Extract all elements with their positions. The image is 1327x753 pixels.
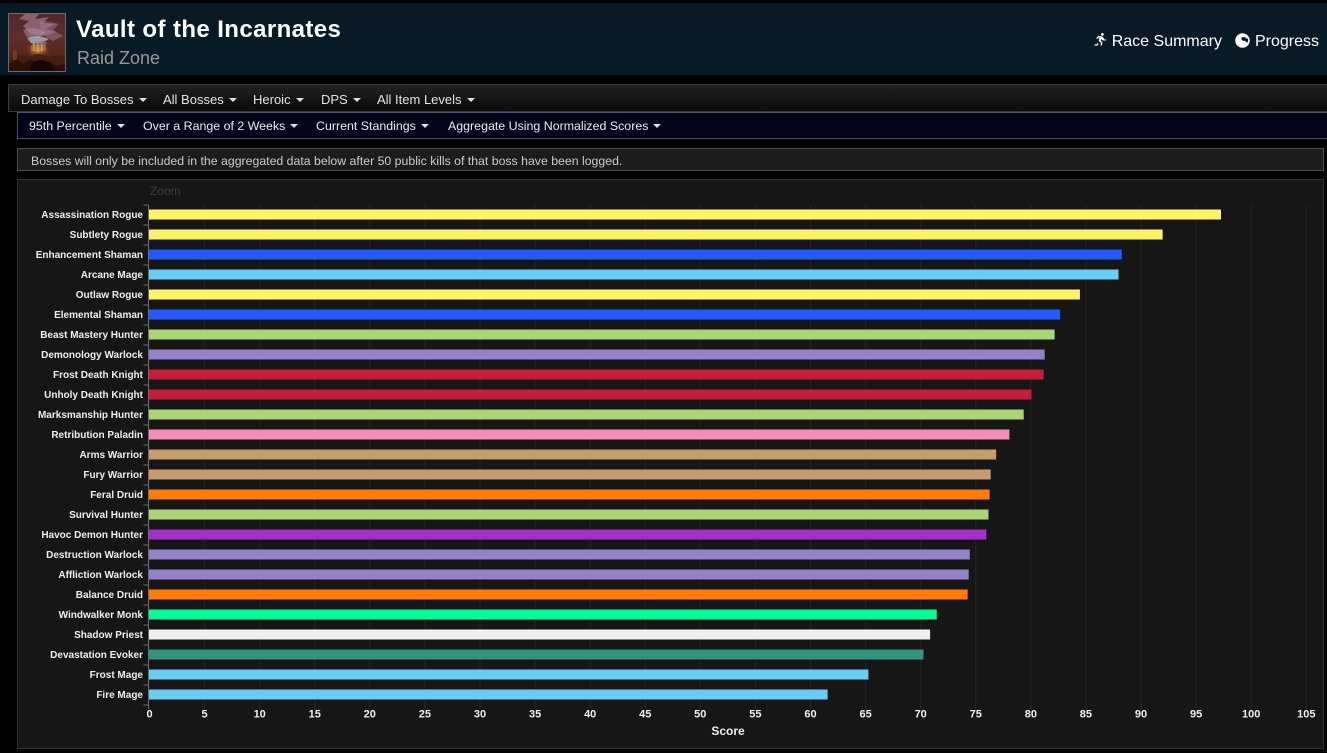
svg-text:Unholy Death Knight: Unholy Death Knight (44, 390, 144, 401)
svg-text:Assassination Rogue: Assassination Rogue (41, 210, 143, 221)
svg-text:35: 35 (529, 709, 541, 721)
svg-text:Subtlety Rogue: Subtlety Rogue (70, 230, 144, 241)
svg-text:Destruction Warlock: Destruction Warlock (46, 550, 143, 561)
svg-text:75: 75 (970, 709, 982, 721)
svg-text:Retribution Paladin: Retribution Paladin (51, 430, 143, 441)
svg-text:Score: Score (711, 724, 745, 738)
svg-text:Frost Death Knight: Frost Death Knight (53, 370, 144, 381)
svg-text:85: 85 (1080, 709, 1092, 721)
svg-text:80: 80 (1025, 709, 1037, 721)
svg-text:Devastation Evoker: Devastation Evoker (50, 650, 143, 661)
svg-text:25: 25 (419, 709, 431, 721)
svg-text:65: 65 (859, 709, 871, 721)
svg-text:90: 90 (1135, 709, 1147, 721)
svg-text:Enhancement Shaman: Enhancement Shaman (36, 250, 143, 261)
svg-text:Fury Warrior: Fury Warrior (83, 470, 143, 481)
svg-text:5: 5 (202, 709, 208, 721)
svg-text:Beast Mastery Hunter: Beast Mastery Hunter (40, 330, 143, 341)
svg-text:Survival Hunter: Survival Hunter (69, 510, 143, 521)
svg-text:40: 40 (584, 709, 596, 721)
svg-text:Windwalker Monk: Windwalker Monk (59, 610, 144, 621)
svg-text:0: 0 (146, 709, 152, 721)
svg-text:Zoom: Zoom (150, 184, 181, 198)
svg-text:Demonology Warlock: Demonology Warlock (41, 350, 143, 361)
svg-text:105: 105 (1297, 709, 1315, 721)
svg-text:Arms Warrior: Arms Warrior (79, 450, 143, 461)
svg-text:Elemental Shaman: Elemental Shaman (54, 310, 143, 321)
svg-text:Havoc Demon Hunter: Havoc Demon Hunter (41, 530, 143, 541)
svg-text:Fire Mage: Fire Mage (96, 690, 143, 701)
svg-text:Feral Druid: Feral Druid (90, 490, 143, 501)
svg-text:Frost Mage: Frost Mage (90, 670, 144, 681)
svg-text:10: 10 (254, 709, 266, 721)
svg-text:Balance Druid: Balance Druid (76, 590, 143, 601)
svg-text:45: 45 (639, 709, 651, 721)
svg-text:95: 95 (1190, 709, 1202, 721)
svg-text:50: 50 (694, 709, 706, 721)
svg-text:Marksmanship Hunter: Marksmanship Hunter (38, 410, 143, 421)
svg-text:100: 100 (1242, 709, 1260, 721)
svg-text:Outlaw Rogue: Outlaw Rogue (76, 290, 144, 301)
svg-text:20: 20 (364, 709, 376, 721)
svg-text:Shadow Priest: Shadow Priest (74, 630, 144, 641)
svg-text:30: 30 (474, 709, 486, 721)
svg-text:55: 55 (749, 709, 761, 721)
svg-text:15: 15 (309, 709, 321, 721)
svg-text:70: 70 (915, 709, 927, 721)
svg-text:Affliction Warlock: Affliction Warlock (58, 570, 143, 581)
svg-text:60: 60 (804, 709, 816, 721)
svg-text:Arcane Mage: Arcane Mage (81, 270, 144, 281)
